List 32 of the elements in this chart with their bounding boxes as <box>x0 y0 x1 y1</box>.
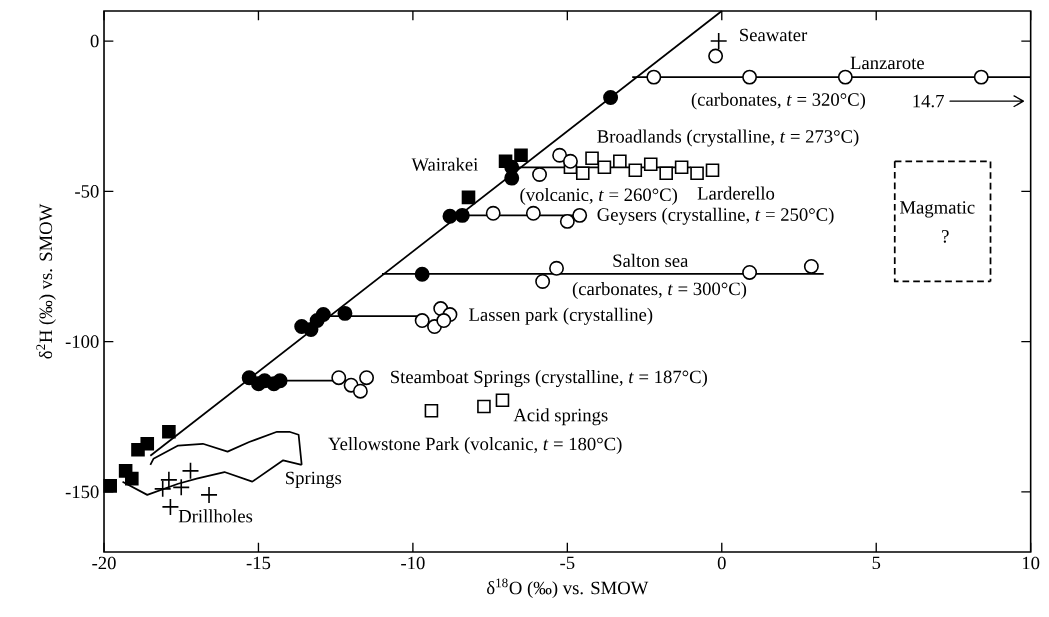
annotation: Broadlands (crystalline, t = 273°C) <box>597 129 859 147</box>
annotation: ? <box>942 230 949 243</box>
annotation: (volcanic, t = 260°C) <box>520 187 678 205</box>
annotation: Magmatic <box>899 201 975 218</box>
y-tick-label: -150 <box>65 485 99 499</box>
annotation: Drillholes <box>178 509 253 523</box>
annotation: Lanzarote <box>850 56 924 70</box>
annotation: Yellowstone Park (volcanic, t = 180°C) <box>328 437 622 455</box>
annotation: Seawater <box>740 28 808 42</box>
x-tick-label: 0 <box>717 556 726 570</box>
x-tick-label: -20 <box>92 556 116 570</box>
annotation: Steamboat Springs (crystalline, t = 187°C) <box>391 370 707 388</box>
annotation: 14.7 <box>913 94 944 108</box>
annotation: (carbonates, t = 320°C) <box>691 92 866 110</box>
annotation: Lassen park (crystalline) <box>469 307 653 325</box>
annotation: (carbonates, t = 300°C) <box>572 282 747 299</box>
x-tick-label: 10 <box>1022 556 1040 570</box>
x-tick-label: -5 <box>560 556 575 570</box>
y-tick-label: -50 <box>75 185 99 198</box>
annotation: Salton sea <box>613 253 689 268</box>
annotation: Acid springs <box>513 408 608 426</box>
y-axis-title: δ$^{2}$H (‰) vs. SMOW <box>36 203 56 359</box>
x-tick-label: -15 <box>246 556 271 570</box>
x-tick-label: 5 <box>872 556 881 570</box>
x-tick-label: -10 <box>401 556 425 570</box>
annotation: Springs <box>286 471 342 489</box>
annotation: Larderello <box>697 186 775 200</box>
annotation: Geysers (crystalline, t = 250°C) <box>597 207 834 225</box>
y-tick-label: 0 <box>90 34 99 48</box>
annotation: Wairakei <box>411 157 478 171</box>
x-axis-title: δ$^{18}$O (‰) vs. SMOW <box>487 578 649 599</box>
y-tick-label: -100 <box>65 335 99 348</box>
